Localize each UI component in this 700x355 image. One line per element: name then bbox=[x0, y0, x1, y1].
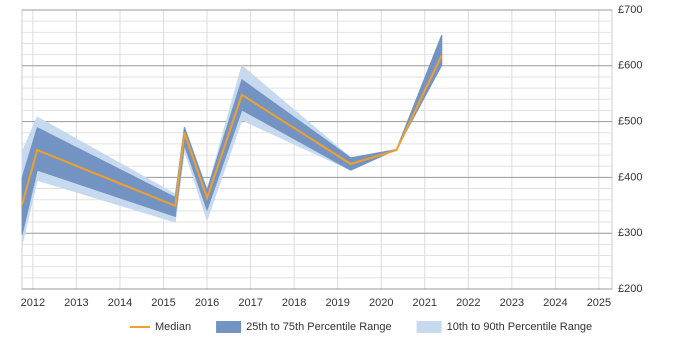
x-tick-label: 2012 bbox=[21, 297, 45, 309]
x-tick-label: 2015 bbox=[151, 297, 175, 309]
x-tick-label: 2021 bbox=[413, 297, 437, 309]
median-line bbox=[21, 54, 443, 208]
x-tick-label: 2016 bbox=[195, 297, 219, 309]
y-tick-label: £300 bbox=[618, 227, 642, 239]
y-tick-label: £700 bbox=[618, 4, 642, 16]
x-tick-label: 2022 bbox=[456, 297, 480, 309]
y-tick-label: £400 bbox=[618, 171, 642, 183]
legend-label: Median bbox=[155, 321, 191, 333]
x-tick-label: 2013 bbox=[64, 297, 88, 309]
x-tick-label: 2017 bbox=[238, 297, 262, 309]
y-tick-label: £200 bbox=[618, 283, 642, 295]
legend-label: 25th to 75th Percentile Range bbox=[246, 321, 392, 333]
percentile-band bbox=[21, 34, 443, 235]
x-tick-label: 2020 bbox=[369, 297, 393, 309]
x-tick-label: 2019 bbox=[325, 297, 349, 309]
legend-label: 10th to 90th Percentile Range bbox=[447, 321, 593, 333]
y-tick-label: £500 bbox=[618, 116, 642, 128]
legend-swatch bbox=[416, 321, 442, 333]
x-tick-label: 2025 bbox=[587, 297, 611, 309]
x-tick-label: 2018 bbox=[282, 297, 306, 309]
x-tick-label: 2014 bbox=[108, 297, 132, 309]
y-tick-label: £600 bbox=[618, 60, 642, 72]
legend-swatch bbox=[216, 321, 242, 333]
x-tick-label: 2023 bbox=[500, 297, 524, 309]
x-tick-label: 2024 bbox=[543, 297, 567, 309]
